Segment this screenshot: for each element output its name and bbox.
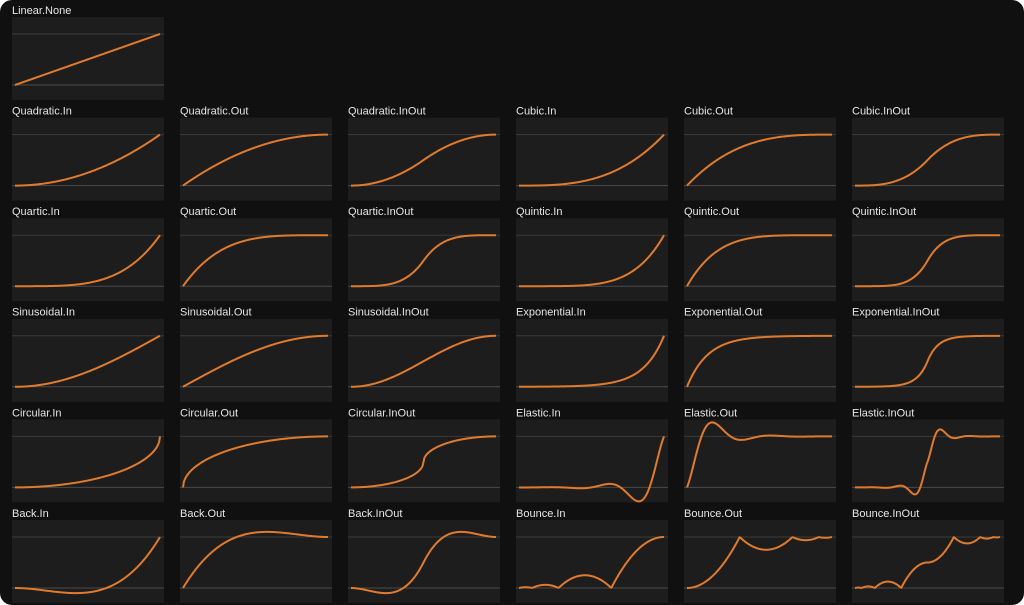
curve-label: Exponential.InOut [852, 307, 939, 319]
curve-label: Quartic.Out [180, 206, 236, 218]
easing-curve [14, 234, 161, 288]
easing-curve [182, 234, 329, 287]
curve-panel [516, 318, 668, 402]
curve-label: Circular.InOut [348, 407, 415, 419]
easing-curve [14, 536, 161, 595]
curve-panel [684, 318, 836, 402]
curve-label: Quadratic.Out [180, 106, 248, 118]
easing-curve [854, 334, 1001, 388]
curve-panel [12, 218, 164, 302]
easing-curve [182, 133, 329, 187]
curve-label: Bounce.In [516, 508, 566, 520]
easing-curve [518, 536, 665, 589]
curve-panel [180, 218, 332, 302]
curve-label: Bounce.InOut [852, 508, 919, 520]
curve-panel [180, 318, 332, 402]
curve-label: Exponential.In [516, 307, 586, 319]
curve-label: Sinusoidal.Out [180, 307, 252, 319]
easing-curve [518, 436, 665, 503]
curve-label: Sinusoidal.InOut [348, 307, 429, 319]
easing-curve [350, 530, 497, 595]
curve-label: Quadratic.InOut [348, 106, 426, 118]
curve-label: Elastic.InOut [852, 407, 914, 419]
curve-panel [516, 218, 668, 302]
easing-curve [350, 334, 497, 388]
easing-curve [14, 33, 161, 86]
easing-curve [686, 536, 833, 589]
curve-panel [12, 117, 164, 201]
easing-curve [518, 133, 665, 187]
curve-label: Exponential.Out [684, 307, 762, 319]
curve-label: Quartic.InOut [348, 206, 413, 218]
curve-panel [12, 419, 164, 503]
curve-label: Sinusoidal.In [12, 307, 75, 319]
curve-panel [684, 218, 836, 302]
easing-curve [14, 133, 161, 187]
easing-curve [350, 234, 497, 288]
curve-label: Quintic.InOut [852, 206, 916, 218]
easing-curve [182, 334, 329, 388]
easing-curve [182, 435, 329, 488]
curve-label: Back.InOut [348, 508, 402, 520]
curve-label: Circular.In [12, 407, 62, 419]
curve-panel [684, 520, 836, 603]
curve-label: Quintic.Out [684, 206, 739, 218]
curve-panel [684, 419, 836, 503]
easing-curve [854, 428, 1001, 496]
easing-curve [854, 536, 1001, 589]
curve-label: Back.In [12, 508, 49, 520]
curve-label: Quadratic.In [12, 106, 72, 118]
curve-label: Quintic.In [516, 206, 562, 218]
easing-curve [686, 421, 833, 488]
curve-label: Cubic.InOut [852, 106, 910, 118]
curve-label: Back.Out [180, 508, 225, 520]
curve-panel [180, 117, 332, 201]
curve-panel [516, 520, 668, 603]
curve-label: Circular.Out [180, 407, 238, 419]
easing-curve [686, 334, 833, 388]
easing-curve [14, 334, 161, 388]
easing-curve [686, 133, 833, 187]
curve-label: Cubic.In [516, 106, 556, 118]
curve-label: Bounce.Out [684, 508, 742, 520]
curve-label: Elastic.In [516, 407, 561, 419]
easing-curve [14, 436, 161, 489]
curve-label: Elastic.Out [684, 407, 737, 419]
curve-label: Cubic.Out [684, 106, 733, 118]
easing-curve [854, 133, 1001, 187]
curve-panel [12, 318, 164, 402]
easing-curve [518, 234, 665, 288]
easing-curve [350, 435, 497, 489]
curve-panel [516, 419, 668, 503]
curve-panel [180, 520, 332, 603]
easing-curve [518, 335, 665, 388]
easing-curve [686, 234, 833, 287]
easing-curve [854, 234, 1001, 288]
easing-curve [350, 133, 497, 187]
curve-panel [684, 117, 836, 201]
easing-curve [182, 530, 329, 589]
curve-panel [516, 117, 668, 201]
curve-label: Quartic.In [12, 206, 60, 218]
curve-label: Linear.None [12, 5, 71, 17]
